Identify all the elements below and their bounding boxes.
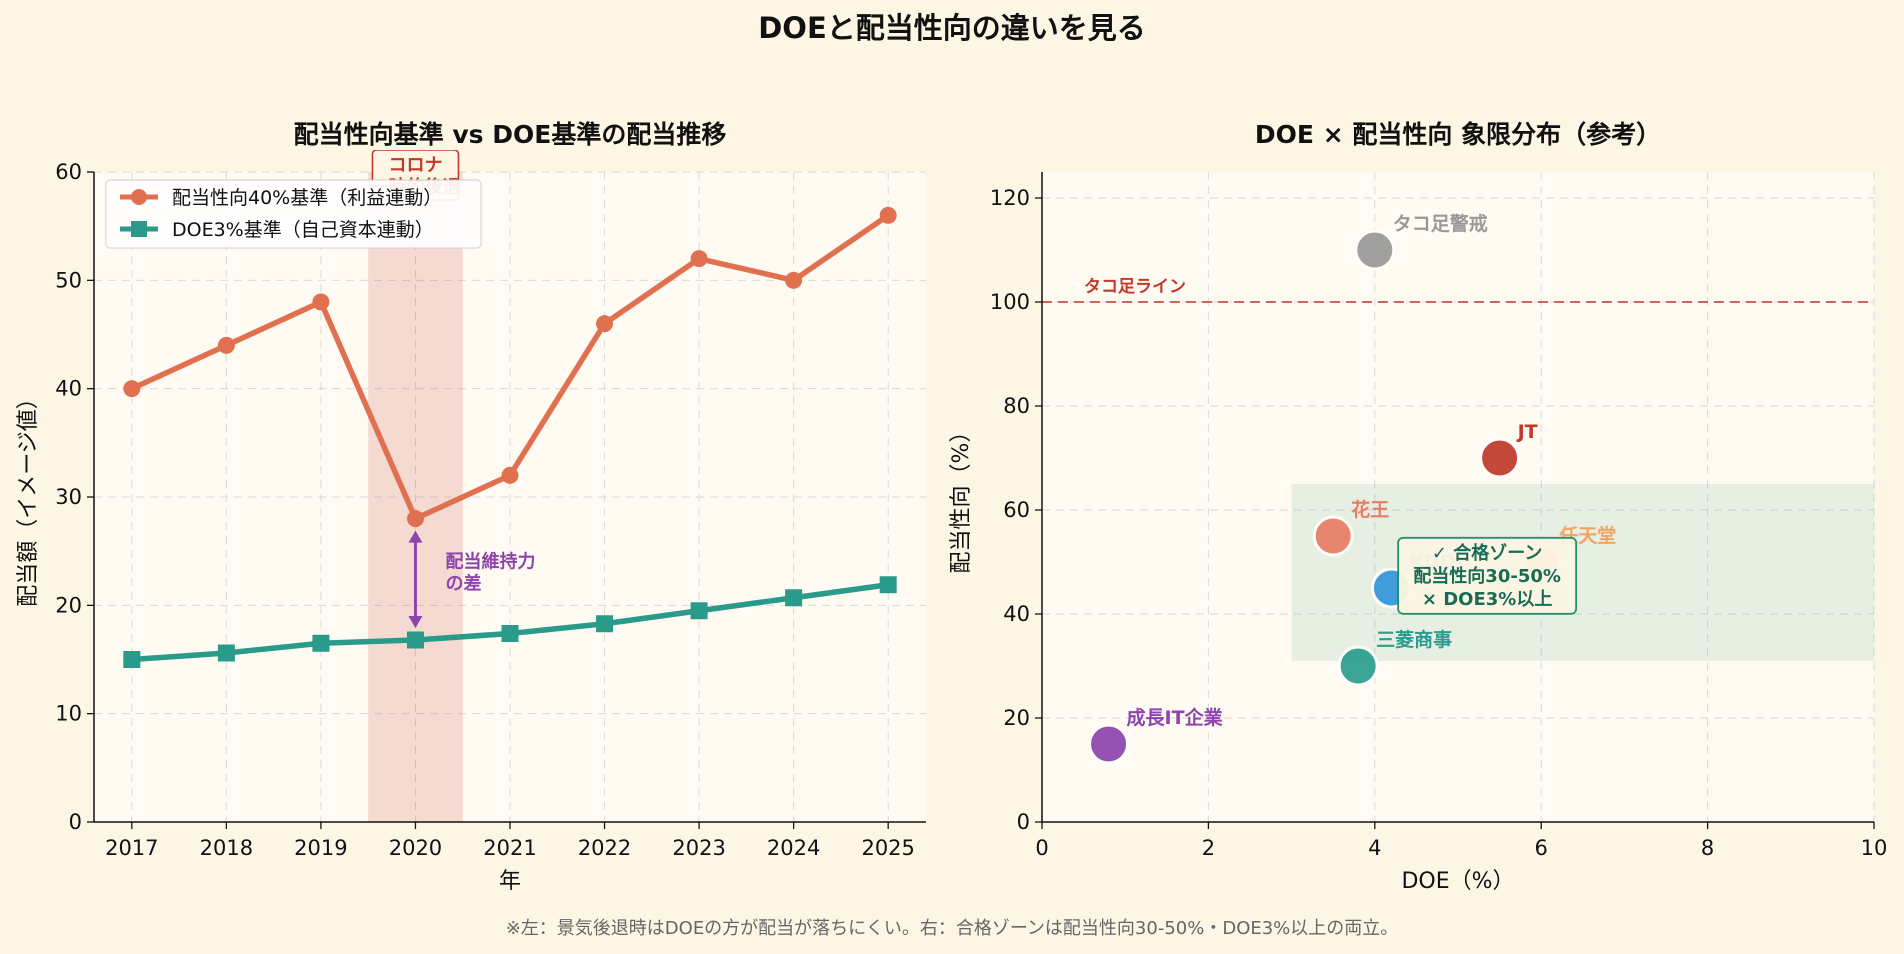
pass-zone-label-line: ✓ 合格ゾーン xyxy=(1432,542,1542,564)
series-1-point xyxy=(406,510,424,528)
series-1-point xyxy=(312,293,330,311)
pass-zone-label-box xyxy=(1397,536,1578,615)
left-y-tick-label: 0 xyxy=(69,810,82,834)
series-2-point xyxy=(596,615,614,633)
series-2-point xyxy=(501,625,519,642)
right-chart-title: DOE × 配当性向 象限分布（参考） xyxy=(1255,120,1661,149)
right-x-tick-label: 2 xyxy=(1202,836,1215,860)
scatter-point xyxy=(1088,723,1130,765)
legend-swatch-marker xyxy=(131,221,147,237)
series-1-point xyxy=(217,336,235,354)
left-y-tick-label: 50 xyxy=(55,268,82,292)
right-x-tick-label: 4 xyxy=(1368,836,1381,860)
series-1-point xyxy=(596,315,614,333)
right-plot-area xyxy=(1042,172,1874,822)
series-2-point xyxy=(217,644,235,662)
gap-arrow-head-up xyxy=(408,530,423,543)
left-x-tick-label: 2019 xyxy=(294,836,347,860)
left-chart-title: 配当性向基準 vs DOE基準の配当推移 xyxy=(294,120,727,149)
right-x-tick-label: 8 xyxy=(1701,836,1714,860)
series-2-point xyxy=(690,602,708,620)
left-chart-panel: 0 10 20 30 40 50 60 2017 2018 2019 2020 2021 2022 202… xyxy=(16,118,926,894)
scatter-point-label: JT xyxy=(1516,421,1538,443)
series-2-point xyxy=(312,634,330,652)
scatter-point xyxy=(1337,645,1379,687)
right-y-tick-label: 20 xyxy=(1003,706,1030,730)
legend-swatch-marker xyxy=(131,189,147,205)
left-y-tick-label: 30 xyxy=(55,485,82,509)
scatter-point-label: 花王 xyxy=(1351,498,1389,521)
left-y-tick-label: 60 xyxy=(55,160,82,184)
left-x-tick-label: 2021 xyxy=(483,836,536,860)
right-y-tick-label: 100 xyxy=(990,290,1030,314)
legend-entry-label: DOE3%基準（自己資本連動） xyxy=(172,219,434,241)
series-1-point xyxy=(879,206,897,224)
right-x-tick-label: 6 xyxy=(1535,836,1548,860)
left-x-tick-label: 2022 xyxy=(578,836,631,860)
right-y-tick-label: 60 xyxy=(1003,498,1030,522)
right-y-tick-label: 120 xyxy=(990,186,1030,210)
left-x-tick-label: 2020 xyxy=(389,836,442,860)
corona-shaded-span xyxy=(368,172,463,822)
series-2-point xyxy=(123,651,141,668)
left-x-tick-label: 2018 xyxy=(200,836,253,860)
left-y-tick-label: 10 xyxy=(55,702,82,726)
pass-zone-label-line: 配当性向30-50% xyxy=(1413,565,1561,587)
scatter-point-label: 三菱商事 xyxy=(1376,628,1452,651)
gap-arrow-label: の差 xyxy=(445,572,481,594)
scatter-point xyxy=(1312,515,1354,557)
scatter-point xyxy=(1479,437,1521,479)
tako-line-label: タコ足ライン xyxy=(1084,277,1186,297)
left-y-tick-label: 20 xyxy=(55,593,82,617)
left-y-axis-label: 配当額（イメージ値） xyxy=(16,387,41,607)
series-2-point xyxy=(785,589,803,607)
scatter-point xyxy=(1354,229,1396,271)
gap-arrow-label: 配当維持力 xyxy=(445,550,535,572)
left-x-tick-label: 2023 xyxy=(672,836,725,860)
series-2-point xyxy=(406,631,424,649)
legend-box xyxy=(105,179,482,249)
footnote: ※左：景気後退時はDOEの方が配当が落ちにくい。右：合格ゾーンは配当性向30-5… xyxy=(506,918,1399,939)
series-1-point xyxy=(690,250,708,268)
scatter-point-label: 成長IT企業 xyxy=(1127,706,1224,729)
right-x-tick-label: 10 xyxy=(1861,836,1888,860)
right-x-axis-label: DOE（%） xyxy=(1401,869,1514,894)
series-2-point xyxy=(879,576,897,594)
legend-entry-label: 配当性向40%基準（利益連動） xyxy=(172,187,442,209)
gap-arrow-head-down xyxy=(408,616,423,628)
scatter-point-label: タコ足警戒 xyxy=(1393,212,1488,235)
left-title-backdrop xyxy=(94,118,926,150)
left-x-tick-label: 2025 xyxy=(861,836,914,860)
right-y-axis-label: 配当性向（%） xyxy=(949,421,974,574)
right-y-tick-label: 80 xyxy=(1003,394,1030,418)
left-x-tick-label: 2024 xyxy=(767,836,820,860)
series-1-point xyxy=(123,380,141,398)
right-y-tick-label: 40 xyxy=(1003,602,1030,626)
series-1-point xyxy=(785,271,803,289)
series-1-point xyxy=(501,466,519,484)
pass-zone-label-line: × DOE3%以上 xyxy=(1422,589,1552,610)
right-y-tick-label: 0 xyxy=(1017,810,1030,834)
corona-label-line: コロナ xyxy=(388,155,442,176)
left-legend: 配当性向40%基準（利益連動） DOE3%基準（自己資本連動） xyxy=(105,179,482,249)
right-x-tick-label: 0 xyxy=(1035,836,1048,860)
left-x-axis-label: 年 xyxy=(499,869,521,894)
left-y-tick-label: 40 xyxy=(55,377,82,401)
figure-title: DOEと配当性向の違いを見る xyxy=(758,11,1146,45)
left-x-tick-label: 2017 xyxy=(105,836,158,860)
